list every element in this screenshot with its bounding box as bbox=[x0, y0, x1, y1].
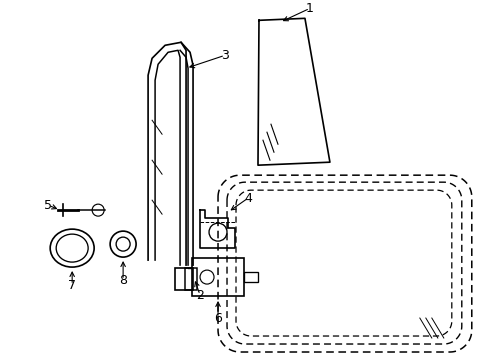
Text: 6: 6 bbox=[214, 311, 222, 324]
Text: 7: 7 bbox=[68, 279, 76, 292]
Text: 3: 3 bbox=[221, 49, 228, 62]
Bar bbox=[244, 272, 258, 282]
Bar bbox=[184, 268, 197, 290]
Text: 4: 4 bbox=[244, 192, 251, 204]
Bar bbox=[175, 268, 193, 290]
Text: 5: 5 bbox=[44, 199, 52, 212]
Bar bbox=[192, 258, 244, 296]
Text: 1: 1 bbox=[305, 2, 313, 15]
Text: 8: 8 bbox=[119, 274, 127, 287]
Text: 2: 2 bbox=[196, 289, 203, 302]
